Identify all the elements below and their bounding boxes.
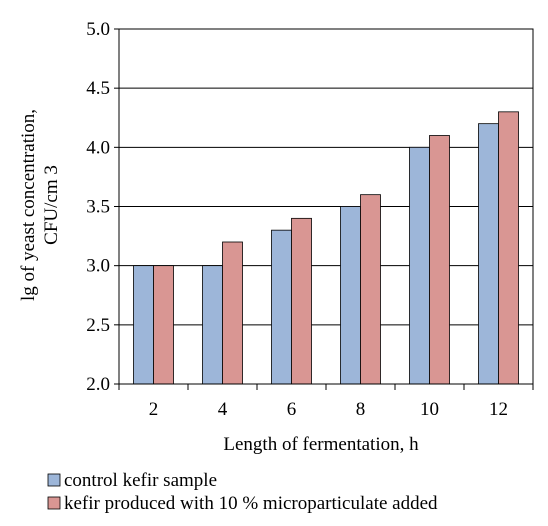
y-axis-title-line2: CFU/cm 3 — [41, 165, 62, 245]
bar-control-6h — [271, 229, 292, 385]
legend-label-control: control kefir sample — [64, 470, 217, 491]
x-tick-label: 2 — [149, 399, 159, 420]
x-tick-label: 4 — [218, 399, 228, 420]
y-tick-label: 4.0 — [86, 137, 110, 158]
bar-microparticulate-12h — [498, 111, 519, 385]
y-axis: 2.0 2.5 3.0 3.5 4.0 4.5 5.0 — [86, 19, 119, 395]
bar-control-4h — [202, 265, 223, 385]
y-tick-label: 4.5 — [86, 78, 110, 99]
bar-control-12h — [478, 123, 499, 385]
bar-control-10h — [409, 146, 430, 385]
y-tick-label: 2.5 — [86, 315, 110, 336]
bar-microparticulate-10h — [429, 135, 450, 385]
bar-microparticulate-4h — [222, 241, 243, 385]
gridlines — [119, 28, 533, 385]
bar-control-8h — [340, 206, 361, 385]
y-tick-label: 5.0 — [86, 19, 110, 40]
y-axis-title-line1: lg of yeast concentration, — [18, 109, 39, 301]
bar-control-2h — [133, 265, 154, 385]
x-tick-label: 10 — [420, 399, 439, 420]
legend-label-microparticulate: kefir produced with 10 % microparticulat… — [64, 493, 438, 514]
x-axis: 2 4 6 8 10 12 — [118, 384, 534, 420]
y-tick-label: 2.0 — [86, 374, 110, 395]
legend-swatch-control — [47, 473, 61, 487]
x-tick-label: 8 — [356, 399, 366, 420]
legend-swatch-microparticulate — [47, 496, 61, 510]
bar-microparticulate-2h — [153, 265, 174, 385]
y-tick-label: 3.0 — [86, 256, 110, 277]
bars — [133, 111, 519, 385]
x-tick-label: 12 — [489, 399, 508, 420]
bar-microparticulate-8h — [360, 194, 381, 385]
x-tick-label: 6 — [287, 399, 297, 420]
legend: control kefir sample kefir produced with… — [47, 470, 438, 514]
x-axis-title: Length of fermentation, h — [223, 434, 419, 455]
bar-microparticulate-6h — [291, 217, 312, 385]
y-tick-label: 3.5 — [86, 197, 110, 218]
